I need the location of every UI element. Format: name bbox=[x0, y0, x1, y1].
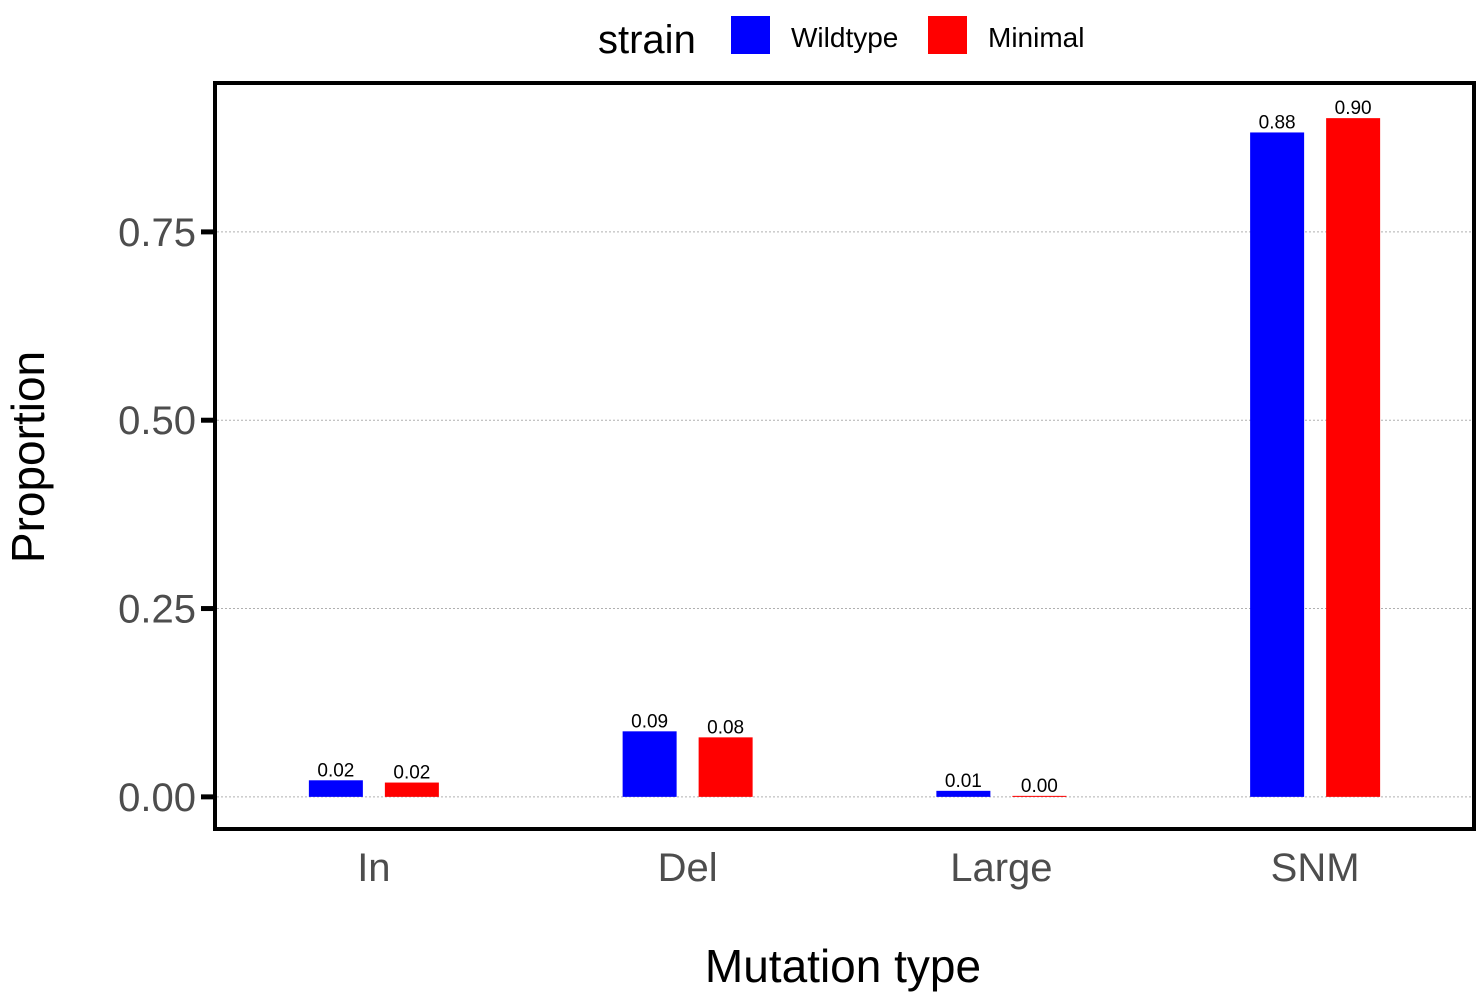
bar-value-label: 0.90 bbox=[1335, 98, 1372, 119]
y-tick-label: 0.50 bbox=[118, 399, 196, 443]
bar-value-label: 0.00 bbox=[1021, 776, 1058, 797]
legend-key-wildtype bbox=[731, 16, 770, 54]
y-tick-label: 0.75 bbox=[118, 211, 196, 255]
y-tick-label: 0.00 bbox=[118, 776, 196, 820]
legend-title: strain bbox=[598, 18, 696, 62]
x-axis: In Del Large SNM bbox=[357, 846, 1359, 890]
bar-wildtype-large bbox=[936, 790, 991, 797]
y-axis: 0.00 0.25 0.50 0.75 bbox=[118, 211, 215, 820]
bar-value-label: 0.09 bbox=[631, 711, 668, 732]
legend-label-wildtype: Wildtype bbox=[791, 22, 898, 53]
legend-label-minimal: Minimal bbox=[988, 22, 1084, 53]
x-tick-label: Del bbox=[658, 846, 718, 890]
bar-minimal-in bbox=[384, 782, 439, 797]
bar-wildtype-del bbox=[622, 731, 677, 797]
x-tick-label: Large bbox=[950, 846, 1052, 890]
y-tick-label: 0.25 bbox=[118, 588, 196, 632]
bar-labels: 0.02 0.02 0.09 0.08 0.01 0.00 0.88 0.90 bbox=[317, 98, 1371, 797]
plot-panel-border bbox=[213, 81, 1476, 831]
legend-key-minimal bbox=[928, 16, 967, 54]
bar-minimal-snm bbox=[1326, 118, 1381, 797]
bar-minimal-del bbox=[698, 737, 753, 797]
bar-minimal-large bbox=[1012, 795, 1067, 797]
x-axis-title: Mutation type bbox=[705, 940, 981, 992]
bar-value-label: 0.02 bbox=[393, 763, 430, 784]
bar-value-label: 0.01 bbox=[945, 771, 982, 792]
x-tick-label: SNM bbox=[1271, 846, 1360, 890]
legend: strain Wildtype Minimal bbox=[598, 16, 1084, 62]
bars bbox=[308, 118, 1381, 797]
bar-wildtype-snm bbox=[1250, 132, 1305, 797]
y-axis-title: Proportion bbox=[2, 351, 54, 563]
bar-value-label: 0.08 bbox=[707, 717, 744, 738]
bar-value-label: 0.02 bbox=[317, 760, 354, 781]
x-tick-label: In bbox=[357, 846, 390, 890]
bar-value-label: 0.88 bbox=[1259, 112, 1296, 133]
bar-wildtype-in bbox=[308, 780, 363, 797]
